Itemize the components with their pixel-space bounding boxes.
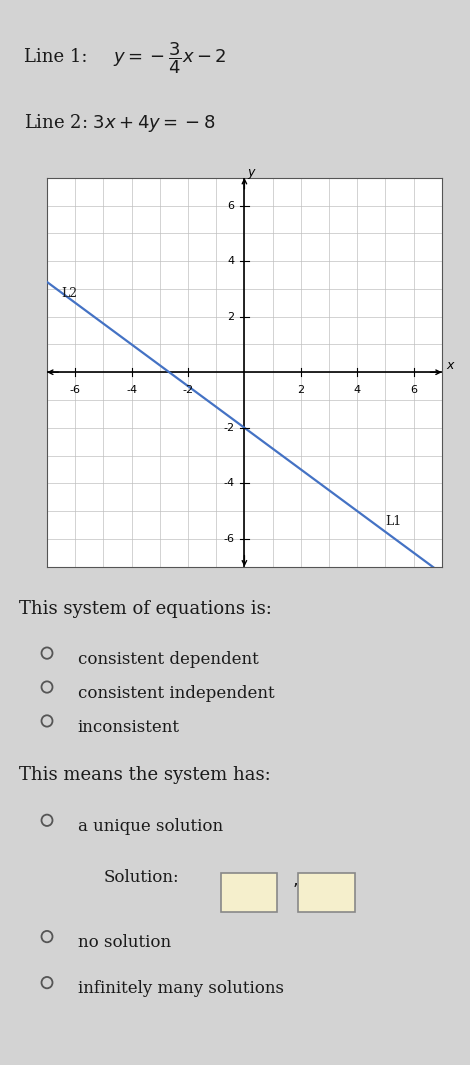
Text: ,: ,: [292, 871, 298, 889]
FancyBboxPatch shape: [298, 872, 355, 913]
Text: Line 2: $3x+4y=-8$: Line 2: $3x+4y=-8$: [24, 112, 215, 134]
Text: -2: -2: [182, 384, 194, 395]
Text: -6: -6: [70, 384, 81, 395]
Text: 6: 6: [227, 200, 235, 211]
FancyBboxPatch shape: [221, 872, 277, 913]
Text: $y = -\dfrac{3}{4}x-2$: $y = -\dfrac{3}{4}x-2$: [113, 40, 226, 76]
Text: infinitely many solutions: infinitely many solutions: [78, 980, 283, 997]
Text: 2: 2: [297, 384, 305, 395]
Text: 6: 6: [410, 384, 417, 395]
Text: This means the system has:: This means the system has:: [19, 766, 271, 784]
Text: This system of equations is:: This system of equations is:: [19, 600, 272, 618]
Text: -4: -4: [223, 478, 235, 488]
Text: L1: L1: [385, 514, 402, 527]
Text: x: x: [446, 359, 454, 372]
Text: Line 1:: Line 1:: [24, 48, 93, 66]
Text: -4: -4: [126, 384, 137, 395]
Text: consistent independent: consistent independent: [78, 685, 274, 702]
Text: y: y: [248, 166, 255, 179]
Text: -6: -6: [224, 534, 235, 544]
Text: consistent dependent: consistent dependent: [78, 651, 258, 668]
Text: 4: 4: [353, 384, 361, 395]
Text: a unique solution: a unique solution: [78, 818, 223, 835]
Text: L2: L2: [61, 288, 77, 300]
Text: 2: 2: [227, 312, 235, 322]
Text: Solution:: Solution:: [103, 869, 179, 886]
Text: inconsistent: inconsistent: [78, 719, 180, 736]
Text: -2: -2: [223, 423, 235, 432]
Text: no solution: no solution: [78, 934, 171, 951]
Text: 4: 4: [227, 257, 235, 266]
